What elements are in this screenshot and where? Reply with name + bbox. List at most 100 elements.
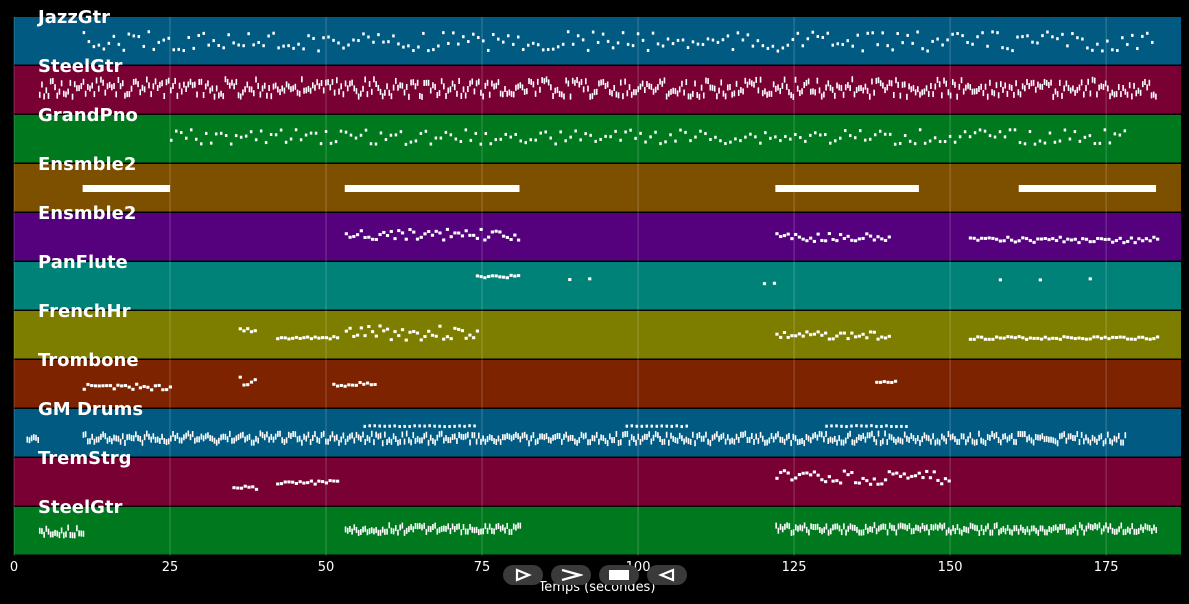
note [870, 424, 873, 428]
note [827, 80, 830, 87]
note [430, 233, 435, 237]
note [285, 437, 288, 444]
note [477, 36, 480, 40]
note [331, 431, 334, 438]
note [685, 436, 688, 443]
note [936, 438, 939, 445]
note [202, 91, 205, 98]
note [382, 40, 385, 44]
note [664, 140, 667, 144]
forward-button[interactable] [551, 565, 591, 585]
note [689, 93, 692, 100]
note [1013, 525, 1016, 532]
note [704, 132, 707, 136]
note [1072, 85, 1074, 92]
note [849, 430, 851, 437]
note [539, 433, 541, 440]
note [796, 31, 800, 35]
note [975, 439, 978, 446]
note [1041, 433, 1044, 440]
note [641, 38, 645, 42]
note [243, 484, 247, 488]
note [1151, 40, 1154, 44]
note [868, 482, 873, 486]
note [554, 434, 557, 441]
note [434, 439, 436, 446]
note [253, 329, 257, 333]
note [960, 77, 963, 84]
note [385, 234, 390, 238]
stop-button[interactable] [599, 565, 639, 585]
note [324, 481, 328, 485]
note [1069, 87, 1072, 94]
note [742, 431, 744, 438]
note [873, 435, 875, 442]
note [993, 433, 996, 440]
note [475, 80, 478, 87]
note [386, 439, 388, 446]
note [932, 470, 936, 474]
note [788, 523, 791, 530]
note [886, 84, 889, 91]
note [794, 334, 798, 338]
note [606, 440, 609, 447]
note [353, 85, 356, 92]
note [759, 76, 762, 83]
note [801, 525, 804, 532]
note [1126, 91, 1129, 98]
note [872, 238, 876, 242]
note [187, 36, 190, 40]
note [434, 136, 438, 140]
note [655, 424, 659, 428]
note [940, 482, 944, 486]
note [414, 83, 417, 90]
note [314, 84, 316, 91]
note [821, 528, 823, 535]
note [905, 424, 908, 428]
note [152, 83, 155, 90]
note [367, 35, 370, 39]
note [211, 435, 214, 442]
track-lane [14, 17, 1181, 65]
note [609, 89, 611, 96]
note [1137, 237, 1141, 241]
note [969, 432, 972, 439]
note [213, 437, 216, 444]
note [626, 430, 629, 437]
note [757, 87, 760, 94]
note [838, 525, 841, 532]
play-button[interactable] [503, 565, 543, 585]
note [936, 524, 939, 531]
note [145, 430, 148, 437]
back-button[interactable] [647, 565, 687, 585]
note [399, 130, 403, 134]
note [1098, 522, 1101, 529]
note [754, 135, 757, 139]
note [952, 525, 954, 532]
note [1146, 524, 1149, 531]
note [239, 135, 243, 139]
note [176, 92, 179, 99]
note [1018, 141, 1022, 145]
note [839, 233, 843, 237]
note [975, 88, 978, 95]
note [676, 90, 679, 97]
note [523, 88, 526, 95]
note [178, 437, 181, 444]
note [1051, 336, 1055, 340]
back-triangle-icon [658, 568, 675, 582]
note [951, 32, 954, 36]
note [344, 526, 347, 533]
note [490, 230, 494, 234]
note [536, 438, 539, 445]
note [858, 129, 862, 133]
note [379, 432, 382, 439]
note [128, 91, 131, 98]
note [408, 330, 412, 334]
note [764, 88, 766, 95]
note-block [82, 185, 171, 192]
note [384, 431, 386, 438]
note [797, 473, 802, 477]
note [811, 30, 815, 34]
note [246, 327, 250, 331]
